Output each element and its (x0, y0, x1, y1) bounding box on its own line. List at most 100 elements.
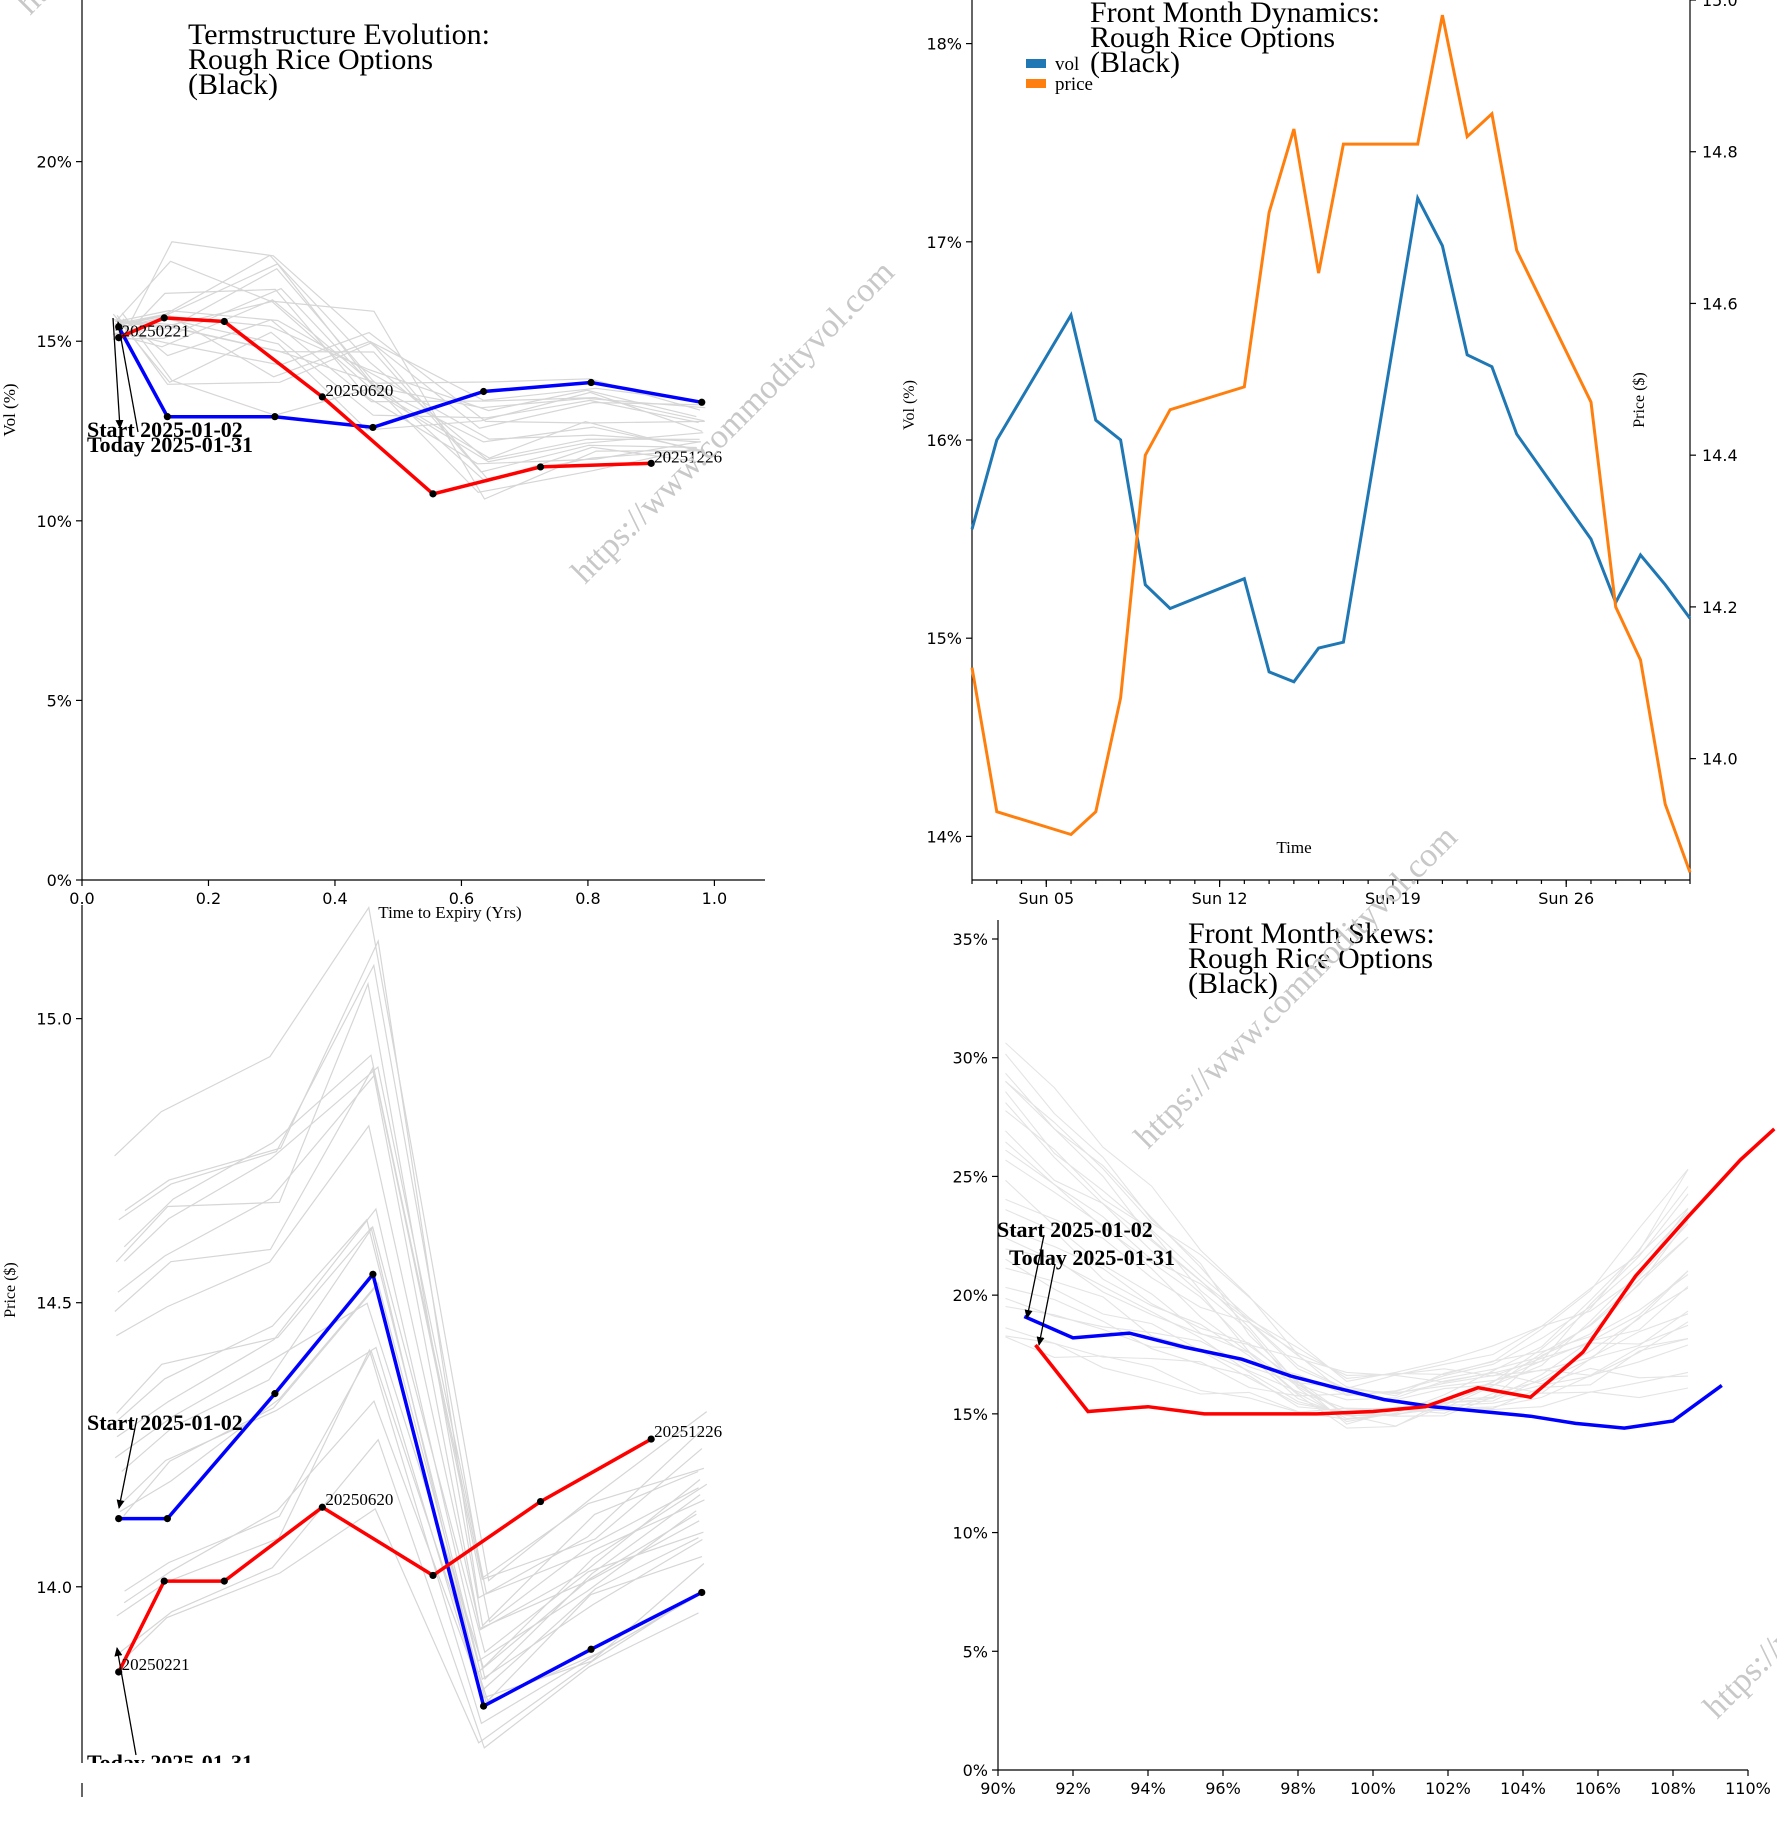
expiry-label: 20250620 (325, 1490, 393, 1509)
data-point (163, 1515, 171, 1523)
history-line (123, 1508, 702, 1744)
history-line (123, 1054, 703, 1581)
x-tick-label: 102% (1425, 1779, 1471, 1798)
y-axis-left: 14% 15% 16% 17% 18% (926, 0, 973, 880)
history-line (1005, 1110, 1689, 1397)
history-line (115, 981, 699, 1627)
history-line (116, 1226, 708, 1675)
history-line (114, 1438, 699, 1749)
data-point (647, 1435, 655, 1443)
data-point (271, 1390, 279, 1398)
termstructure-vol-chart: 0% 5% 10% 15% 20% 0.0 0.2 0.4 0.6 0.8 1.0 2025022… (0, 0, 765, 922)
y-tick-label: 15% (36, 332, 72, 351)
history-line (116, 1124, 701, 1631)
x-tick-label: 0.2 (196, 889, 221, 908)
data-point (318, 393, 326, 401)
today-annotation: Today 2025-01-31 (87, 432, 253, 457)
y-tick-label: 5% (47, 691, 72, 710)
y-axis-label-right: Price ($) (1631, 372, 1648, 428)
x-tick-label: 0.8 (575, 889, 600, 908)
series-lines (970, 14, 1692, 873)
data-point (587, 1645, 595, 1653)
series-lines: 20250221 20250620 20251226 (115, 314, 722, 498)
y-tick-label: 20% (952, 1286, 988, 1305)
y-tick-label-right: 14.2 (1702, 598, 1738, 617)
data-point (536, 463, 545, 471)
y-tick-label: 0% (963, 1761, 988, 1780)
watermark-2: https://www.commodityvol.com (1127, 819, 1464, 1156)
x-tick-label: 100% (1350, 1779, 1396, 1798)
today-series-line (1034, 1127, 1776, 1416)
plot-clip-mask (80, 1763, 340, 1783)
today-annotation-arrow (114, 1647, 137, 1756)
y-axis: 0% 5% 10% 15% 20% (36, 0, 83, 890)
history-line (1005, 1198, 1689, 1377)
y-axis: 0% 5% 10% 15% 20% 25% 30% 35% (952, 920, 999, 1780)
x-axis: 90% 92% 94% 96% 98% 100% 102% 104% 106% 108% 110% (980, 1769, 1771, 1798)
chart-title-line-1: Front Month Skews: (1188, 917, 1435, 950)
data-point (163, 413, 171, 421)
history-line (114, 260, 705, 500)
y-tick-label: 20% (36, 153, 72, 172)
x-axis-label: Time to Expiry (Yrs) (378, 903, 521, 922)
x-tick-label: 0.0 (69, 889, 94, 908)
y-axis-label-left: Vol (%) (901, 380, 918, 430)
data-point (429, 490, 437, 498)
data-point (587, 378, 595, 387)
history-line (1005, 1091, 1689, 1423)
vol-series-line (970, 193, 1692, 684)
history-line (120, 1346, 699, 1694)
y-tick-label: 17% (926, 233, 962, 252)
data-point (698, 1588, 706, 1597)
x-tick-label: 0.6 (449, 889, 474, 908)
x-tick-label: 106% (1575, 1779, 1621, 1798)
history-line (118, 288, 701, 465)
history-line (121, 1225, 704, 1654)
x-tick-label: Sun 05 (1018, 889, 1074, 908)
y-tick-label: 14.5 (36, 1294, 72, 1313)
expiry-label: 20251226 (654, 1422, 722, 1441)
y-tick-label-right: 14.0 (1702, 750, 1738, 769)
chart-title-line-2: Rough Rice Options (1090, 21, 1335, 54)
data-point (220, 317, 228, 326)
chart-title-line-3: (Black) (1188, 967, 1278, 1000)
history-lines (112, 241, 706, 500)
watermarks: https://www.commodityvol.com https://www… (9, 0, 1777, 1726)
history-line (114, 1218, 697, 1663)
legend: vol price (1026, 54, 1093, 95)
legend-swatch-vol (1026, 59, 1046, 68)
history-line (1005, 1149, 1689, 1416)
history-line (124, 1349, 696, 1703)
chart-title-line-2: Rough Rice Options (188, 43, 433, 76)
data-point (479, 1702, 488, 1710)
y-tick-label: 5% (963, 1642, 988, 1661)
today-annotation-arrow (115, 321, 139, 433)
legend-swatch-price (1026, 79, 1046, 88)
expiry-label: 20250221 (122, 322, 190, 341)
chart-title-line-3: (Black) (188, 68, 278, 101)
history-line (112, 287, 705, 459)
x-axis: Sun 05 Sun 12 Sun 19 Sun 26 (971, 879, 1691, 908)
expiry-label: 20250620 (325, 381, 393, 400)
history-line (112, 300, 704, 463)
x-tick-label: Sun 19 (1365, 889, 1421, 908)
y-tick-label: 35% (952, 930, 988, 949)
history-line (115, 309, 701, 443)
history-line (1005, 1267, 1689, 1412)
expiry-label: 20250221 (122, 1655, 190, 1674)
history-line (1005, 1207, 1689, 1389)
data-point (160, 314, 168, 322)
today-annotation-arrow (1036, 1263, 1056, 1346)
data-point (220, 1577, 228, 1585)
series-lines: 20250221 20250620 20251226 (115, 1270, 722, 1710)
history-line (118, 963, 705, 1580)
history-line (119, 241, 704, 480)
data-point (429, 1571, 437, 1580)
history-line (117, 330, 705, 424)
x-tick-label: 0.4 (322, 889, 347, 908)
x-tick-label: Sun 26 (1538, 889, 1594, 908)
x-tick-label: 104% (1500, 1779, 1546, 1798)
data-point (271, 413, 279, 421)
start-series-line (1023, 1314, 1723, 1430)
